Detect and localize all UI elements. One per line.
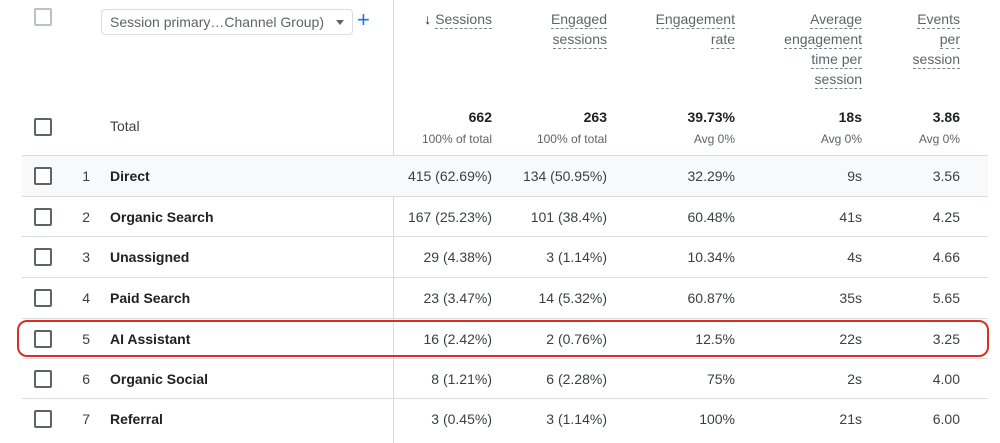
cell-rate: 60.87%	[687, 290, 735, 306]
cell-avgtime: 41s	[839, 209, 862, 225]
total-row-checkbox[interactable]	[34, 118, 52, 136]
row-number: 6	[82, 371, 90, 387]
row-checkbox[interactable]	[34, 167, 52, 185]
total-engaged-sub: 100% of total	[536, 132, 607, 146]
total-sessions-sub: 100% of total	[421, 132, 492, 146]
cell-events: 3.25	[932, 331, 960, 347]
total-label: Total	[110, 118, 140, 134]
total-avgtime: 18s	[838, 109, 862, 125]
table-row[interactable]: 1 Direct 415 (62.69%) 134 (50.95%) 32.29…	[22, 155, 988, 196]
cell-engaged: 6 (2.28%)	[546, 371, 607, 387]
cell-engaged: 134 (50.95%)	[522, 168, 607, 184]
cell-rate: 10.34%	[687, 249, 735, 265]
row-checkbox[interactable]	[34, 208, 52, 226]
row-number: 1	[82, 168, 90, 184]
row-checkbox[interactable]	[34, 370, 52, 388]
table-row[interactable]: 7 Referral 3 (0.45%) 3 (1.14%) 100% 21s …	[22, 398, 988, 439]
channel-name: Unassigned	[110, 249, 190, 265]
total-avgtime-sub: Avg 0%	[820, 132, 862, 146]
table-row[interactable]: 6 Organic Social 8 (1.21%) 6 (2.28%) 75%…	[22, 358, 988, 399]
chevron-down-icon	[336, 20, 344, 25]
header-line: Events	[917, 11, 960, 29]
total-sessions: 662	[468, 109, 492, 125]
header-sessions-label: Sessions	[435, 11, 492, 29]
header-line: per	[939, 31, 960, 49]
cell-sessions: 16 (2.42%)	[423, 331, 492, 347]
total-engaged: 263	[583, 109, 607, 125]
header-line: session	[912, 51, 960, 69]
row-checkbox[interactable]	[34, 410, 52, 428]
cell-avgtime: 22s	[839, 331, 862, 347]
row-checkbox[interactable]	[34, 330, 52, 348]
cell-rate: 60.48%	[687, 209, 735, 225]
cell-avgtime: 4s	[847, 249, 862, 265]
row-number: 4	[82, 290, 90, 306]
total-rate-sub: Avg 0%	[693, 132, 735, 146]
channel-name: Organic Social	[110, 371, 209, 387]
cell-avgtime: 21s	[839, 411, 862, 427]
cell-events: 4.25	[932, 209, 960, 225]
header-avg-engagement-time[interactable]: Average engagement time per session	[750, 9, 862, 89]
cell-sessions: 29 (4.38%)	[423, 249, 492, 265]
cell-events: 5.65	[932, 290, 960, 306]
total-events: 3.86	[932, 109, 960, 125]
cell-events: 4.00	[932, 371, 960, 387]
dimension-dropdown[interactable]: Session primary…Channel Group)	[101, 9, 353, 35]
total-rate: 39.73%	[687, 109, 735, 125]
cell-engaged: 3 (1.14%)	[546, 411, 607, 427]
header-line: Engaged	[550, 11, 607, 29]
row-number: 5	[82, 331, 90, 347]
cell-engaged: 101 (38.4%)	[530, 209, 607, 225]
cell-sessions: 8 (1.21%)	[431, 371, 492, 387]
channel-name: Direct	[110, 168, 150, 184]
table-row[interactable]: 4 Paid Search 23 (3.47%) 14 (5.32%) 60.8…	[22, 277, 988, 318]
cell-engaged: 2 (0.76%)	[546, 331, 607, 347]
cell-avgtime: 35s	[839, 290, 862, 306]
total-events-sub: Avg 0%	[918, 132, 960, 146]
cell-sessions: 415 (62.69%)	[407, 168, 492, 184]
column-divider	[393, 0, 394, 443]
channel-name: Paid Search	[110, 290, 191, 306]
cell-sessions: 23 (3.47%)	[423, 290, 492, 306]
header-sessions[interactable]: ↓ Sessions	[400, 9, 492, 29]
header-line: time per	[811, 51, 862, 69]
channel-name: Referral	[110, 411, 163, 427]
header-events-per-session[interactable]: Events per session	[880, 9, 960, 69]
dimension-dropdown-label: Session primary…Channel Group)	[110, 14, 324, 30]
cell-avgtime: 9s	[847, 168, 862, 184]
cell-engaged: 14 (5.32%)	[538, 290, 607, 306]
header-line: Engagement	[655, 11, 735, 29]
cell-rate: 75%	[706, 371, 735, 387]
header-line: session	[814, 71, 862, 89]
header-engagement-rate[interactable]: Engagement rate	[620, 9, 735, 49]
channel-name: Organic Search	[110, 209, 214, 225]
header-line: Average	[810, 11, 862, 29]
row-number: 2	[82, 209, 90, 225]
table-row-highlighted[interactable]: 5 AI Assistant 16 (2.42%) 2 (0.76%) 12.5…	[22, 318, 988, 359]
cell-engaged: 3 (1.14%)	[546, 249, 607, 265]
arrow-down-icon: ↓	[424, 11, 432, 27]
cell-sessions: 167 (25.23%)	[407, 209, 492, 225]
cell-avgtime: 2s	[847, 371, 862, 387]
header-line: engagement	[784, 31, 862, 49]
cell-rate: 32.29%	[687, 168, 735, 184]
channel-name: AI Assistant	[110, 331, 191, 347]
row-checkbox[interactable]	[34, 289, 52, 307]
header-line: sessions	[552, 31, 607, 49]
select-all-checkbox[interactable]	[34, 8, 52, 26]
row-checkbox[interactable]	[34, 248, 52, 266]
cell-rate: 100%	[699, 411, 735, 427]
cell-rate: 12.5%	[695, 331, 735, 347]
cell-events: 6.00	[932, 411, 960, 427]
row-number: 3	[82, 249, 90, 265]
row-number: 7	[82, 411, 90, 427]
cell-sessions: 3 (0.45%)	[431, 411, 492, 427]
add-dimension-button[interactable]: +	[357, 7, 370, 32]
header-engaged-sessions[interactable]: Engaged sessions	[510, 9, 607, 49]
table-row[interactable]: 3 Unassigned 29 (4.38%) 3 (1.14%) 10.34%…	[22, 236, 988, 277]
cell-events: 4.66	[932, 249, 960, 265]
cell-events: 3.56	[932, 168, 960, 184]
table-row[interactable]: 2 Organic Search 167 (25.23%) 101 (38.4%…	[22, 196, 988, 237]
header-line: rate	[710, 31, 735, 49]
